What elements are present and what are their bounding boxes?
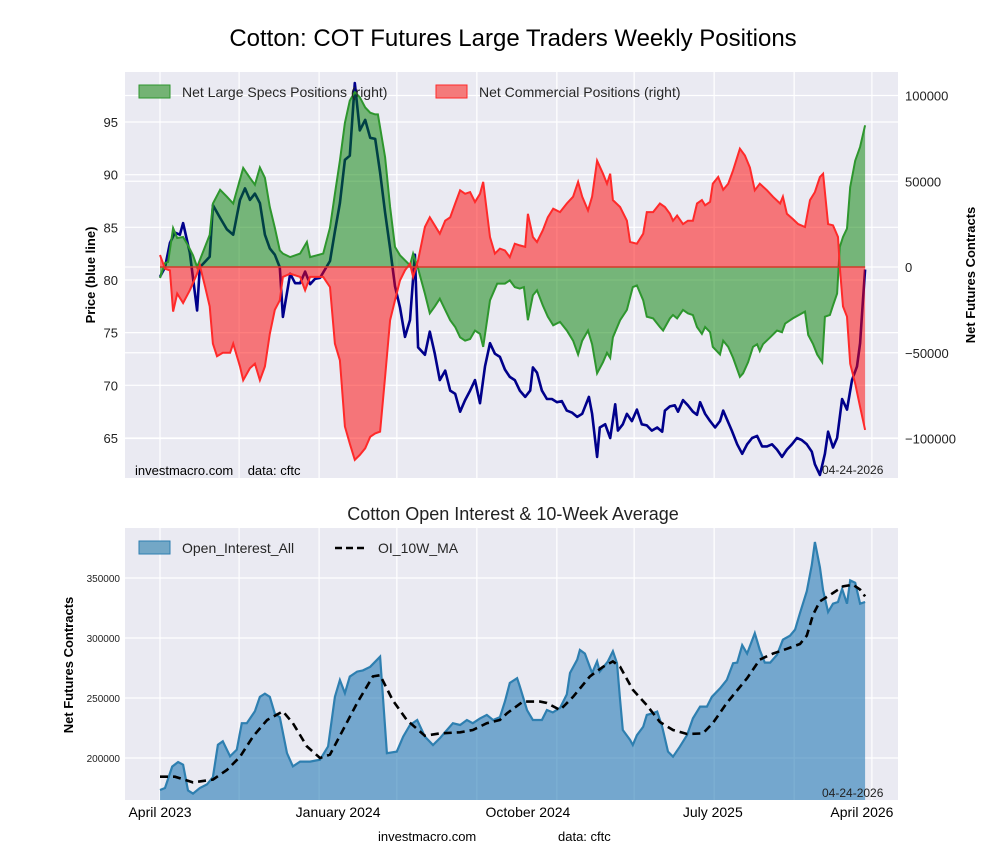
positions-panel: 65707580859095100000500000−50000−100000 … bbox=[83, 72, 978, 478]
oi-y-axis-label: Net Futures Contracts bbox=[61, 597, 76, 734]
oi-marks bbox=[159, 541, 867, 800]
open-interest-panel: 200000 250000 300000 350000 April 2023 Januar… bbox=[61, 528, 898, 820]
footer-site: investmacro.com bbox=[378, 829, 476, 844]
left-tick-label: 65 bbox=[104, 431, 118, 446]
right-tick-label: 100000 bbox=[905, 89, 948, 104]
legend-swatch-oi bbox=[138, 540, 171, 555]
commercial-line bbox=[159, 146, 867, 462]
legend-label-oi: Open_Interest_All bbox=[182, 540, 294, 556]
left-tick-label: 70 bbox=[104, 378, 118, 393]
positions-ticks: 65 70 75 80 85 90 95 100000 50000 0 −50000 −100000 bbox=[104, 89, 956, 447]
left-tick-label: 75 bbox=[104, 326, 118, 341]
footer-source: data: cftc bbox=[558, 829, 611, 844]
positions-marks bbox=[158, 81, 867, 477]
legend-label-commercial: Net Commercial Positions (right) bbox=[479, 84, 681, 100]
legend-label-specs: Net Large Specs Positions (right) bbox=[182, 84, 387, 100]
open-interest-line bbox=[159, 541, 866, 795]
left-tick-label: 85 bbox=[104, 220, 118, 235]
positions-legend: Net Large Specs Positions (right) Net Co… bbox=[138, 84, 681, 100]
oi-chart-title: Cotton Open Interest & 10-Week Average bbox=[347, 504, 679, 524]
legend-swatch-specs bbox=[138, 84, 171, 99]
right-axis-label: Net Futures Contracts bbox=[963, 207, 978, 344]
left-tick-label: 95 bbox=[104, 115, 118, 130]
left-tick-label: 90 bbox=[104, 168, 118, 183]
watermark-text: investmacro.com data: cftc bbox=[135, 463, 301, 478]
legend-label-ma: OI_10W_MA bbox=[378, 540, 459, 556]
date-tick-label: October 2024 bbox=[486, 804, 571, 820]
oi-y-tick-label: 350000 bbox=[87, 574, 121, 585]
figure-title: Cotton: COT Futures Large Traders Weekly… bbox=[229, 25, 796, 52]
ma-10w-line bbox=[160, 583, 867, 784]
right-tick-label: 0 bbox=[905, 260, 912, 275]
date-tick-label: January 2024 bbox=[296, 804, 381, 820]
right-tick-label: −50000 bbox=[905, 346, 949, 361]
oi-y-tick-label: 300000 bbox=[87, 634, 121, 645]
legend-swatch-commercial bbox=[435, 84, 468, 99]
oi-legend: Open_Interest_All OI_10W_MA bbox=[138, 540, 459, 556]
date-note-top: 04-24-2026 bbox=[822, 463, 884, 477]
date-note-bottom: 04-24-2026 bbox=[822, 786, 884, 800]
open-interest-area bbox=[160, 542, 866, 800]
date-tick-label: July 2025 bbox=[683, 804, 743, 820]
specs-area bbox=[160, 92, 866, 377]
date-tick-label: April 2026 bbox=[830, 804, 893, 820]
oi-y-tick-label: 250000 bbox=[87, 694, 121, 705]
specs-line bbox=[159, 90, 867, 379]
left-axis-label: Price (blue line) bbox=[83, 227, 98, 324]
date-tick-label: April 2023 bbox=[128, 804, 191, 820]
commercial-area bbox=[160, 148, 866, 460]
right-tick-label: 50000 bbox=[905, 174, 941, 189]
oi-ticks: 200000 250000 300000 350000 April 2023 Januar… bbox=[87, 574, 894, 820]
left-tick-label: 80 bbox=[104, 273, 118, 288]
oi-y-tick-label: 200000 bbox=[87, 754, 121, 765]
right-tick-label: −100000 bbox=[905, 432, 956, 447]
